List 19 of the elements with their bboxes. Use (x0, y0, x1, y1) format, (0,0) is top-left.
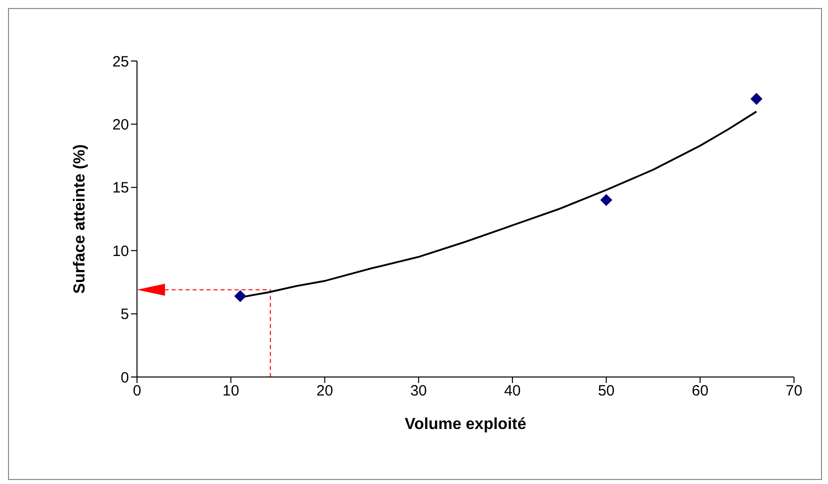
x-tick-label: 20 (316, 382, 334, 400)
x-tick-label: 0 (132, 382, 142, 400)
point (234, 290, 246, 302)
y-tick-label: 0 (120, 369, 129, 386)
y-tick-label: 10 (112, 242, 129, 260)
y-tick-label: 15 (112, 180, 129, 197)
x-tick-label: 50 (598, 382, 615, 400)
x-axis-title: Volume exploité (404, 416, 526, 433)
x-tick-label: 60 (692, 382, 708, 400)
point (600, 194, 612, 206)
x-tick-label: 10 (222, 382, 240, 400)
y-axis-title: Surface atteinte (%) (72, 144, 89, 294)
x-tick-label: 30 (410, 382, 427, 400)
x-tick-label: 70 (786, 382, 802, 400)
y-tick-label: 5 (120, 306, 129, 324)
point (750, 92, 762, 105)
y-tick-label: 20 (112, 116, 129, 134)
y-tick-label: 25 (112, 53, 129, 70)
x-tick-label: 40 (504, 382, 521, 400)
